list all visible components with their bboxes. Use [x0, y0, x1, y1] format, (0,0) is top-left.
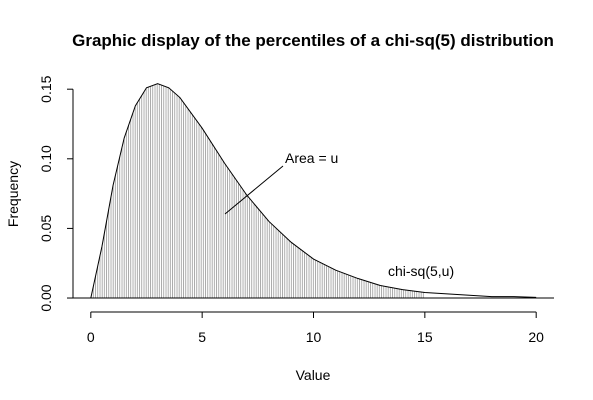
- density-curve: [90, 83, 537, 299]
- x-tick-label: 5: [198, 329, 206, 345]
- shaded-area: [90, 83, 425, 299]
- x-tick-label: 15: [417, 329, 433, 345]
- y-axis-label: Frequency: [5, 161, 21, 227]
- x-axis-label: Value: [296, 367, 331, 383]
- chart-title: Graphic display of the percentiles of a …: [72, 31, 554, 50]
- y-tick-label: 0.00: [38, 284, 54, 311]
- annotation: chi-sq(5,u): [388, 263, 454, 279]
- x-tick-label: 20: [528, 329, 544, 345]
- annotation: Area = u: [285, 150, 338, 166]
- y-tick-label: 0.05: [38, 215, 54, 242]
- y-tick-label: 0.15: [38, 75, 54, 102]
- annotation-pointer: [224, 165, 284, 215]
- y-tick-label: 0.10: [38, 145, 54, 172]
- x-tick-label: 10: [306, 329, 322, 345]
- x-tick-label: 0: [87, 329, 95, 345]
